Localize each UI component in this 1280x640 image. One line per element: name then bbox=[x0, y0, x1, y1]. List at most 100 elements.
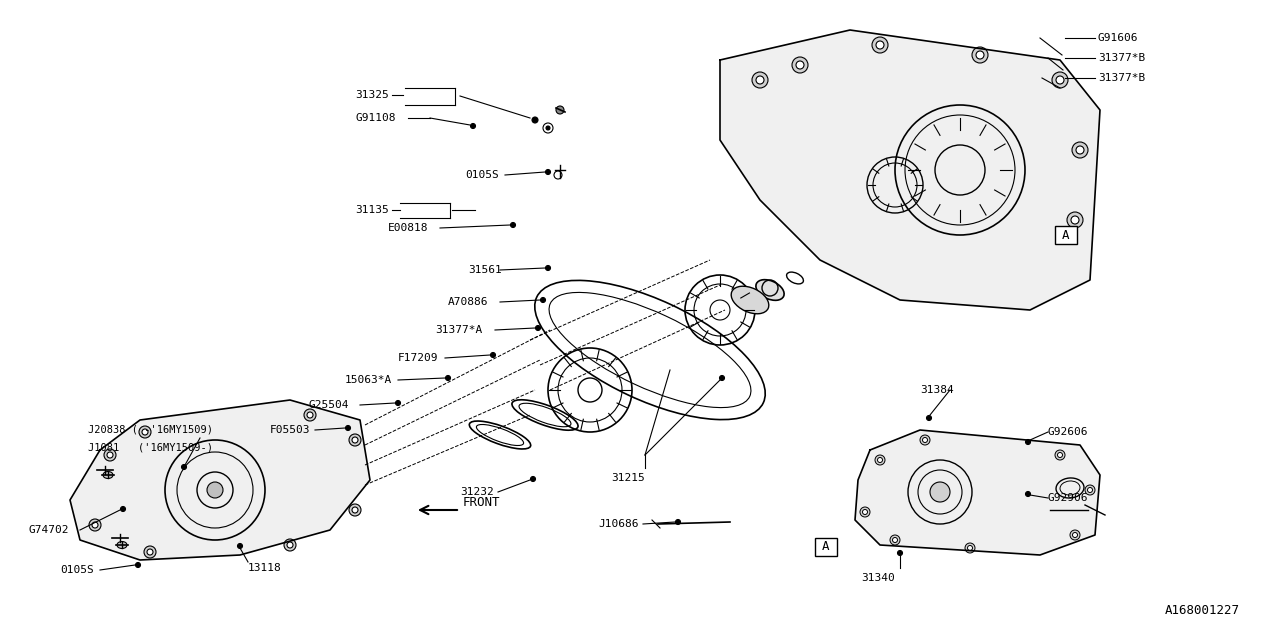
Text: 31377*B: 31377*B bbox=[1098, 73, 1146, 83]
Circle shape bbox=[349, 434, 361, 446]
Circle shape bbox=[349, 504, 361, 516]
Circle shape bbox=[1085, 485, 1094, 495]
Text: F17209: F17209 bbox=[398, 353, 439, 363]
Circle shape bbox=[108, 452, 113, 458]
Circle shape bbox=[1073, 532, 1078, 538]
Circle shape bbox=[892, 538, 897, 543]
Ellipse shape bbox=[116, 541, 127, 548]
Circle shape bbox=[863, 509, 868, 515]
Text: A70886: A70886 bbox=[448, 297, 489, 307]
Circle shape bbox=[920, 435, 931, 445]
Ellipse shape bbox=[756, 280, 785, 300]
Text: A: A bbox=[822, 541, 829, 554]
Circle shape bbox=[927, 415, 932, 420]
Text: G91108: G91108 bbox=[355, 113, 396, 123]
Circle shape bbox=[1052, 72, 1068, 88]
Circle shape bbox=[1055, 450, 1065, 460]
Circle shape bbox=[1068, 212, 1083, 228]
Circle shape bbox=[876, 455, 884, 465]
Circle shape bbox=[352, 437, 358, 443]
Ellipse shape bbox=[731, 286, 769, 314]
Circle shape bbox=[182, 465, 187, 470]
Circle shape bbox=[972, 47, 988, 63]
Circle shape bbox=[676, 520, 681, 525]
Polygon shape bbox=[721, 30, 1100, 310]
Text: G92906: G92906 bbox=[1048, 493, 1088, 503]
Text: 31215: 31215 bbox=[611, 473, 645, 483]
Circle shape bbox=[530, 477, 535, 481]
Circle shape bbox=[511, 223, 516, 227]
Circle shape bbox=[535, 326, 540, 330]
Text: FRONT: FRONT bbox=[463, 495, 500, 509]
Text: 31561: 31561 bbox=[468, 265, 502, 275]
Circle shape bbox=[756, 76, 764, 84]
Circle shape bbox=[1088, 488, 1093, 493]
Circle shape bbox=[307, 412, 314, 418]
Circle shape bbox=[142, 429, 148, 435]
Circle shape bbox=[532, 117, 538, 123]
Circle shape bbox=[140, 426, 151, 438]
Circle shape bbox=[147, 549, 154, 555]
Text: 31340: 31340 bbox=[861, 573, 895, 583]
Circle shape bbox=[471, 124, 475, 129]
Circle shape bbox=[876, 41, 884, 49]
Text: 0105S: 0105S bbox=[465, 170, 499, 180]
Text: 15063*A: 15063*A bbox=[346, 375, 392, 385]
Circle shape bbox=[445, 376, 451, 381]
Bar bbox=[1055, 226, 1076, 244]
Circle shape bbox=[352, 507, 358, 513]
Circle shape bbox=[1025, 440, 1030, 445]
Text: G74702: G74702 bbox=[28, 525, 69, 535]
Bar bbox=[815, 538, 837, 556]
Circle shape bbox=[878, 458, 882, 463]
Circle shape bbox=[284, 539, 296, 551]
Circle shape bbox=[92, 522, 99, 528]
Circle shape bbox=[540, 298, 545, 303]
Polygon shape bbox=[855, 430, 1100, 555]
Text: J1081   ('16MY1509-): J1081 ('16MY1509-) bbox=[88, 443, 212, 453]
Text: J10686: J10686 bbox=[598, 519, 639, 529]
Circle shape bbox=[1076, 146, 1084, 154]
Circle shape bbox=[977, 51, 984, 59]
Text: G92606: G92606 bbox=[1048, 427, 1088, 437]
Text: 0105S: 0105S bbox=[60, 565, 93, 575]
Circle shape bbox=[145, 546, 156, 558]
Text: 31377*B: 31377*B bbox=[1098, 53, 1146, 63]
Circle shape bbox=[890, 535, 900, 545]
Circle shape bbox=[545, 170, 550, 175]
Text: 31135: 31135 bbox=[355, 205, 389, 215]
Text: 13118: 13118 bbox=[248, 563, 282, 573]
Circle shape bbox=[238, 543, 242, 548]
Circle shape bbox=[120, 506, 125, 511]
Circle shape bbox=[792, 57, 808, 73]
Text: 31384: 31384 bbox=[920, 385, 954, 395]
Text: 31377*A: 31377*A bbox=[435, 325, 483, 335]
Circle shape bbox=[490, 353, 495, 358]
Circle shape bbox=[968, 545, 973, 550]
Text: J20838 ( -'16MY1509): J20838 ( -'16MY1509) bbox=[88, 425, 212, 435]
Circle shape bbox=[923, 438, 928, 442]
Text: A168001227: A168001227 bbox=[1165, 604, 1240, 616]
Text: 31325: 31325 bbox=[355, 90, 389, 100]
Circle shape bbox=[104, 449, 116, 461]
Circle shape bbox=[753, 72, 768, 88]
Text: 31232: 31232 bbox=[460, 487, 494, 497]
Circle shape bbox=[1070, 530, 1080, 540]
Circle shape bbox=[287, 542, 293, 548]
Circle shape bbox=[1057, 452, 1062, 458]
Text: G25504: G25504 bbox=[308, 400, 348, 410]
Circle shape bbox=[207, 482, 223, 498]
Text: A: A bbox=[1062, 228, 1070, 241]
Circle shape bbox=[556, 106, 564, 114]
Circle shape bbox=[1025, 492, 1030, 497]
Circle shape bbox=[931, 482, 950, 502]
Circle shape bbox=[396, 401, 401, 406]
Circle shape bbox=[1056, 76, 1064, 84]
Text: E00818: E00818 bbox=[388, 223, 429, 233]
Circle shape bbox=[796, 61, 804, 69]
Circle shape bbox=[346, 426, 351, 431]
Circle shape bbox=[1073, 142, 1088, 158]
Polygon shape bbox=[70, 400, 370, 560]
Circle shape bbox=[545, 266, 550, 271]
Circle shape bbox=[1071, 216, 1079, 224]
